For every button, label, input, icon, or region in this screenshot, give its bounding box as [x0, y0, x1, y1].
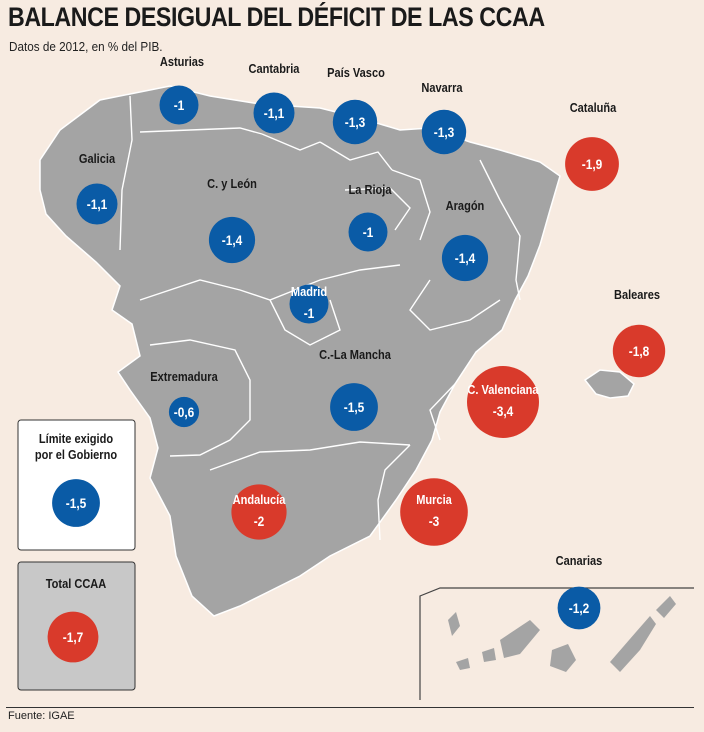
region-borders [119, 95, 521, 541]
value-label-c-la-mancha: -1,5 [344, 399, 364, 415]
island-tenerife [500, 620, 540, 658]
value-label-pais-vasco: -1,3 [345, 114, 365, 130]
bubble-pais-vasco [332, 99, 378, 145]
value-label-murcia: -3 [429, 513, 440, 529]
legend-value-total-ccaa: -1,7 [63, 629, 83, 645]
border-murcia [377, 444, 411, 541]
island-fuerteventura [610, 616, 656, 672]
value-label-la-rioja: -1 [363, 224, 374, 240]
bubble-galicia [76, 183, 118, 225]
region-label-baleares: Baleares [614, 287, 660, 302]
border-navarra [391, 169, 431, 241]
border-clm-south [209, 441, 411, 471]
bubble-aragon [441, 234, 489, 282]
region-label-galicia: Galicia [79, 151, 115, 166]
region-label-canarias: Canarias [556, 553, 603, 568]
bubble-extremadura [168, 396, 200, 428]
legend-bubble-total-ccaa [47, 611, 99, 663]
region-label-asturias: Asturias [160, 54, 204, 69]
value-label-cataluna: -1,9 [582, 156, 602, 172]
canarias-islands [448, 596, 676, 672]
legend-label-total-ccaa: Total CCAA [46, 576, 107, 591]
border-cantabria [261, 133, 321, 151]
region-label-pais-vasco: País Vasco [327, 65, 385, 80]
border-asturias [139, 127, 263, 135]
region-label-navarra: Navarra [421, 80, 462, 95]
bubble-c-la-mancha [330, 383, 378, 431]
value-label-canarias: -1,2 [569, 600, 589, 616]
region-label-aragon: Aragón [446, 198, 485, 213]
bubble-asturias [159, 85, 199, 125]
value-label-galicia: -1,1 [87, 196, 107, 212]
bottom-rule [6, 707, 694, 708]
value-label-asturias: -1 [174, 97, 185, 113]
border-galicia [119, 95, 133, 251]
canarias-inset-frame [419, 587, 694, 700]
border-pais-vasco [319, 141, 393, 171]
value-label-cantabria: -1,1 [264, 105, 284, 121]
border-la-rioja [344, 187, 411, 231]
bubble-cantabria [253, 92, 295, 134]
spain-map [39, 85, 694, 700]
bubble-baleares [612, 324, 666, 378]
bubble-murcia [400, 478, 468, 546]
chart-subtitle: Datos de 2012, en % del PIB. [9, 39, 163, 54]
value-label-baleares: -1,8 [629, 343, 649, 359]
region-label-c-y-leon: C. y León [207, 176, 257, 191]
region-label-andalucia: Andalucía [233, 492, 286, 507]
region-label-cataluna: Cataluña [570, 100, 617, 115]
source-note: Fuente: IGAE [8, 710, 75, 722]
value-label-aragon: -1,4 [455, 250, 476, 266]
border-madrid [269, 299, 341, 346]
bubble-la-rioja [348, 212, 388, 252]
region-label-extremadura: Extremadura [150, 369, 218, 384]
island-la-gomera [482, 648, 496, 662]
bubble-madrid [289, 284, 329, 324]
island-la-palma [448, 612, 460, 636]
value-label-andalucia: -2 [254, 513, 265, 529]
bubble-c-valenciana [467, 366, 539, 438]
border-aragon-valencia [409, 279, 501, 331]
island-el-hierro [456, 658, 470, 670]
bubble-andalucia [231, 484, 287, 540]
island-gran-canaria [550, 644, 576, 672]
region-label-c-valenciana: C. Valenciana [467, 382, 538, 397]
legend-value-limite-exigido-por-el-gobierno: -1,5 [66, 495, 86, 511]
bubble-c-y-leon [208, 216, 256, 264]
bubble-canarias [557, 586, 601, 630]
legend-label2-limite-exigido-por-el-gobierno: por el Gobierno [35, 447, 117, 462]
border-aragon-cataluna [479, 159, 521, 301]
bubble-cataluna [565, 137, 619, 191]
value-label-c-valenciana: -3,4 [493, 403, 514, 419]
region-label-murcia: Murcia [416, 492, 452, 507]
value-label-c-y-leon: -1,4 [222, 232, 243, 248]
baleares-shape [583, 369, 635, 399]
border-valencia [429, 383, 456, 441]
legend-label-limite-exigido-por-el-gobierno: Límite exigido [39, 431, 113, 446]
region-label-c-la-mancha: C.-La Mancha [319, 347, 391, 362]
chart-title: BALANCE DESIGUAL DEL DÉFICIT DE LAS CCAA [8, 2, 545, 32]
value-label-madrid: -1 [304, 305, 315, 321]
region-label-la-rioja: La Rioja [349, 182, 392, 197]
bubble-navarra [421, 109, 467, 155]
region-bubbles: Asturias -1 Cantabria -1,1 País Vasco -1,3 Nav… [35, 54, 666, 663]
region-label-madrid: Madrid [291, 284, 327, 299]
island-lanzarote [656, 596, 676, 618]
value-label-extremadura: -0,6 [174, 404, 194, 420]
region-label-cantabria: Cantabria [249, 61, 300, 76]
legend-bubble-limite-exigido-por-el-gobierno [52, 479, 100, 527]
border-extremadura [149, 339, 251, 457]
value-label-navarra: -1,3 [434, 124, 454, 140]
